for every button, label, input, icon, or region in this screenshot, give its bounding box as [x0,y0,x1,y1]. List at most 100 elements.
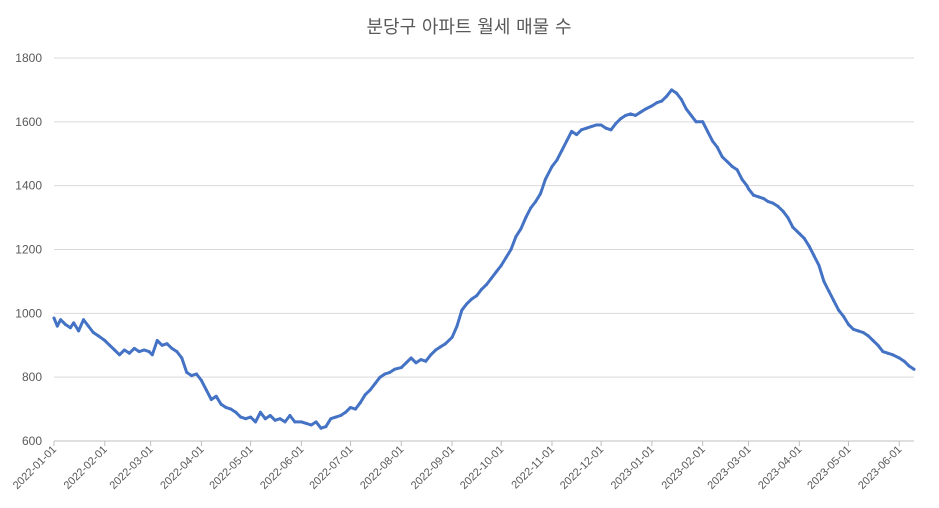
data-point [539,192,542,196]
data-point [460,308,464,312]
data-point [383,372,387,376]
data-point [96,334,100,338]
data-point [720,155,724,159]
data-point [444,342,447,346]
data-point [902,359,906,363]
data-point [725,160,729,164]
data-point [319,426,323,430]
data-point [812,254,816,258]
data-point [190,374,194,378]
data-point [665,94,669,98]
data-point [747,187,751,191]
data-point [684,107,688,111]
data-point [263,417,267,421]
data-point [689,113,693,117]
data-point [309,423,313,427]
x-tick-label: 2022-07-01 [307,444,355,492]
data-point [575,133,579,137]
x-tick-label: 2022-04-01 [158,444,206,492]
data-point [891,353,895,357]
data-point [249,415,253,419]
data-point [752,193,755,197]
data-point [388,370,392,374]
data-point [675,91,678,95]
data-point [851,327,855,331]
data-point [730,165,734,168]
data-point [584,126,588,130]
data-point [299,420,303,424]
data-point [740,177,744,181]
data-point [59,318,63,322]
data-point [229,407,233,411]
data-point [339,414,343,417]
data-point [781,209,785,213]
data-point [756,195,760,199]
data-point [268,414,272,417]
data-point [142,348,146,352]
data-point [147,350,151,354]
data-point [404,361,408,365]
data-point [175,350,179,354]
x-tick-label: 2023-02-01 [660,444,708,492]
data-point [254,420,257,424]
x-tick-label: 2023-05-01 [805,444,853,492]
x-tick-label: 2022-06-01 [258,444,306,492]
data-point [609,128,613,132]
data-point [660,99,664,103]
data-point [701,120,705,124]
data-point [509,248,513,251]
data-point [776,204,780,208]
data-point [771,201,775,205]
data-point [64,323,67,326]
y-tick-label: 1600 [15,115,42,129]
data-point [470,297,474,301]
data-point [745,184,749,188]
data-point [866,334,870,338]
data-point [68,326,72,330]
data-point [807,244,811,248]
data-point [832,299,836,303]
data-point [876,343,880,347]
data-point [314,420,318,424]
y-tick-label: 600 [22,434,42,448]
data-point [450,335,454,339]
data-point [214,394,218,398]
data-point [817,264,821,267]
x-tick-label: 2022-02-01 [62,444,110,492]
data-point [160,343,164,347]
data-point [797,232,801,235]
x-tick-label: 2023-01-01 [609,444,657,492]
data-point [619,117,623,121]
data-point [524,216,528,220]
data-point [108,343,112,347]
data-point [871,339,875,342]
data-point [409,356,413,360]
data-point [239,415,243,419]
series-group [52,88,916,430]
data-point [424,359,428,363]
data-point [185,370,189,374]
y-tick-label: 800 [22,370,42,384]
data-point [363,393,367,397]
y-tick-label: 1400 [15,179,42,193]
data-point [329,417,333,421]
data-point [122,348,126,352]
data-point [786,216,790,220]
data-point [489,276,493,280]
data-point [344,410,348,414]
data-point [465,302,469,306]
data-point [694,120,698,124]
data-point [529,206,533,210]
data-point [802,236,806,240]
data-point [349,406,352,409]
data-point [419,358,423,362]
data-point [373,382,377,386]
data-point [589,125,593,129]
data-point [897,356,901,360]
data-point [82,318,85,322]
y-tick-label: 1000 [15,306,42,320]
data-point [670,88,674,92]
data-point [378,375,382,379]
data-point [599,123,603,127]
